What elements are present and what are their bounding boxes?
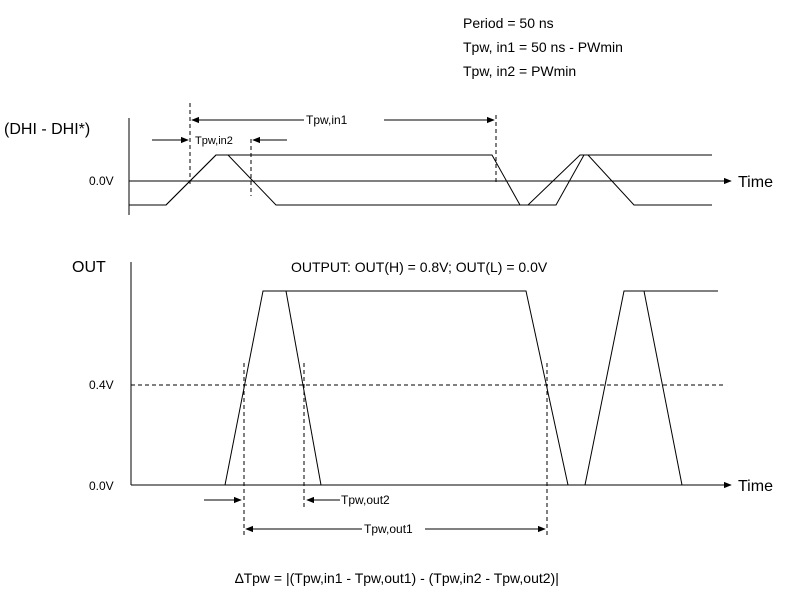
- tpw-out1-label: Tpw,out1: [364, 522, 413, 536]
- tpw-out2-label: Tpw,out2: [341, 493, 390, 507]
- output-mid-label: 0.4V: [89, 378, 114, 392]
- note-tpw-in2: Tpw, in2 = PWmin: [463, 63, 576, 79]
- tpw-in1-label: Tpw,in1: [306, 113, 348, 127]
- tpw-in2-label: Tpw,in2: [195, 135, 233, 147]
- output-note: OUTPUT: OUT(H) = 0.8V; OUT(L) = 0.0V: [291, 259, 548, 275]
- delta-tpw-formula: ∆Tpw = |(Tpw,in1 - Tpw,out1) - (Tpw,in2 …: [235, 570, 559, 586]
- output-time-label: Time: [738, 478, 773, 495]
- input-waveform-1: [129, 154, 712, 206]
- note-tpw-in1: Tpw, in1 = 50 ns - PWmin: [463, 39, 623, 55]
- input-zero-label: 0.0V: [89, 174, 114, 188]
- output-waveform-1: [224, 290, 569, 486]
- note-period: Period = 50 ns: [463, 15, 554, 31]
- output-zero-label: 0.0V: [89, 479, 114, 493]
- output-signal-label: OUT: [72, 259, 106, 276]
- output-waveform-4: [643, 290, 683, 486]
- output-waveform-3: [584, 290, 718, 486]
- input-waveform-2: [129, 154, 712, 206]
- input-time-label: Time: [738, 174, 773, 191]
- input-signal-label: (DHI - DHI*): [4, 121, 90, 138]
